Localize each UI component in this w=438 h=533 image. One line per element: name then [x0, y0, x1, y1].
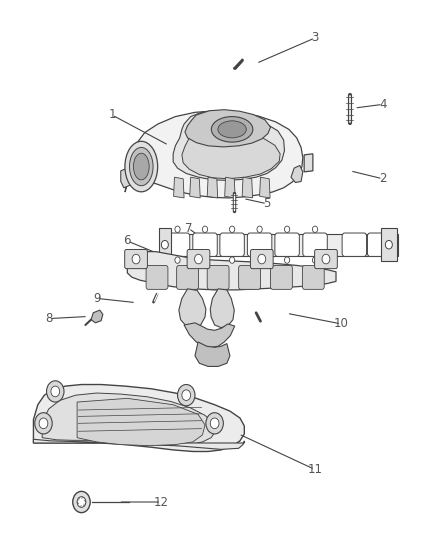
Text: 9: 9: [93, 292, 100, 305]
Polygon shape: [195, 342, 230, 367]
Ellipse shape: [218, 121, 246, 138]
Text: 12: 12: [154, 496, 169, 508]
FancyBboxPatch shape: [220, 233, 244, 256]
Polygon shape: [304, 154, 313, 172]
Circle shape: [385, 240, 392, 249]
FancyBboxPatch shape: [271, 265, 292, 289]
FancyBboxPatch shape: [303, 233, 327, 256]
Polygon shape: [160, 233, 398, 256]
Circle shape: [73, 491, 90, 513]
Text: 10: 10: [334, 318, 349, 330]
Circle shape: [51, 386, 60, 397]
Text: 7: 7: [185, 222, 192, 235]
FancyBboxPatch shape: [342, 233, 367, 256]
Circle shape: [202, 257, 208, 263]
Circle shape: [46, 381, 64, 402]
Circle shape: [35, 413, 52, 434]
Circle shape: [206, 413, 223, 434]
Polygon shape: [159, 228, 171, 261]
Polygon shape: [121, 168, 133, 188]
Text: 8: 8: [45, 312, 53, 325]
Circle shape: [77, 497, 86, 507]
Circle shape: [312, 226, 318, 232]
Polygon shape: [173, 111, 285, 180]
Circle shape: [161, 240, 168, 249]
FancyBboxPatch shape: [165, 233, 190, 256]
FancyBboxPatch shape: [314, 249, 337, 269]
Polygon shape: [210, 289, 234, 328]
Circle shape: [175, 257, 180, 263]
Circle shape: [230, 257, 235, 263]
Polygon shape: [173, 177, 184, 198]
Polygon shape: [225, 177, 235, 198]
Polygon shape: [184, 323, 235, 348]
Circle shape: [285, 257, 290, 263]
Circle shape: [175, 226, 180, 232]
Circle shape: [230, 226, 235, 232]
Circle shape: [322, 254, 330, 264]
Polygon shape: [179, 289, 206, 328]
FancyBboxPatch shape: [187, 249, 210, 269]
Polygon shape: [291, 165, 303, 182]
Polygon shape: [33, 384, 244, 451]
Polygon shape: [242, 177, 253, 198]
Polygon shape: [260, 177, 270, 198]
Polygon shape: [127, 252, 336, 290]
FancyBboxPatch shape: [125, 249, 148, 269]
FancyBboxPatch shape: [367, 233, 392, 256]
Polygon shape: [42, 393, 215, 446]
FancyBboxPatch shape: [177, 265, 198, 289]
Polygon shape: [182, 130, 280, 179]
FancyBboxPatch shape: [302, 265, 324, 289]
Text: 11: 11: [307, 463, 322, 476]
FancyBboxPatch shape: [146, 265, 168, 289]
Polygon shape: [381, 228, 397, 261]
FancyBboxPatch shape: [251, 249, 273, 269]
Ellipse shape: [212, 117, 253, 142]
Polygon shape: [33, 439, 244, 449]
Circle shape: [132, 254, 140, 264]
Text: 1: 1: [108, 109, 116, 122]
FancyBboxPatch shape: [239, 265, 261, 289]
Circle shape: [39, 418, 48, 429]
FancyBboxPatch shape: [193, 233, 217, 256]
Text: 4: 4: [379, 98, 386, 111]
Circle shape: [257, 226, 262, 232]
Circle shape: [257, 257, 262, 263]
Circle shape: [258, 254, 266, 264]
FancyBboxPatch shape: [247, 233, 272, 256]
FancyBboxPatch shape: [207, 265, 229, 289]
Text: 2: 2: [379, 172, 386, 185]
Ellipse shape: [134, 154, 149, 180]
Circle shape: [194, 254, 202, 264]
Polygon shape: [125, 111, 303, 198]
Polygon shape: [91, 310, 103, 323]
Ellipse shape: [125, 141, 158, 192]
Ellipse shape: [130, 148, 153, 185]
Text: 3: 3: [311, 31, 319, 44]
Polygon shape: [207, 177, 218, 198]
Circle shape: [202, 226, 208, 232]
Polygon shape: [77, 398, 205, 446]
Circle shape: [312, 257, 318, 263]
Circle shape: [285, 226, 290, 232]
Circle shape: [177, 384, 195, 406]
Circle shape: [182, 390, 191, 400]
Polygon shape: [190, 177, 200, 198]
Text: 6: 6: [124, 235, 131, 247]
Circle shape: [210, 418, 219, 429]
Text: 5: 5: [263, 197, 271, 211]
FancyBboxPatch shape: [275, 233, 299, 256]
Polygon shape: [185, 110, 271, 147]
